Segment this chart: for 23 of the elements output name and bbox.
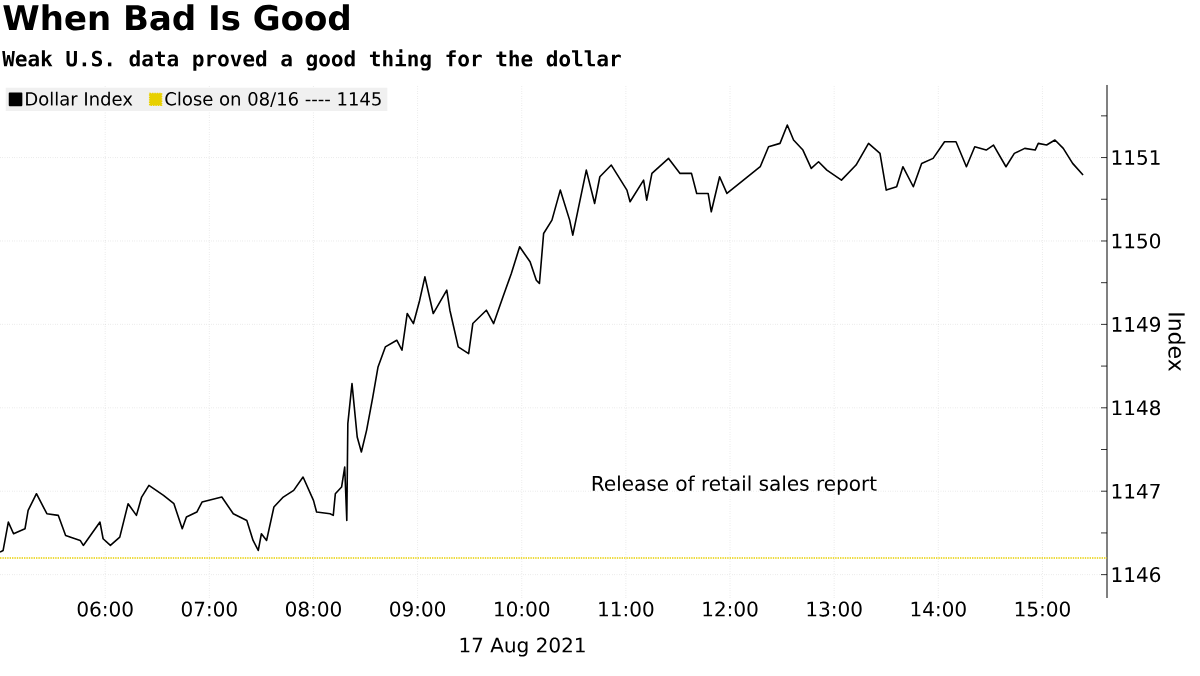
- chart-subtitle: Weak U.S. data proved a good thing for the dollar: [2, 49, 621, 71]
- x-tick-label: 14:00: [911, 601, 966, 617]
- y-tick-label: 1146: [1112, 567, 1161, 583]
- x-tick-label: 09:00: [390, 601, 446, 617]
- x-axis-title: 17 Aug 2021: [460, 637, 585, 657]
- y-tick-label: 1149: [1112, 316, 1161, 332]
- x-tick-label: 15:00: [1015, 601, 1070, 617]
- x-tick-label: 11:00: [599, 601, 654, 617]
- x-tick-label: 13:00: [807, 601, 862, 617]
- x-tick-label: 08:00: [285, 601, 341, 617]
- y-tick-label: 1151: [1112, 150, 1160, 165]
- chart-title: When Bad Is Good: [3, 4, 349, 31]
- x-tick-label: 12:00: [703, 601, 758, 617]
- y-tick-label: 1148: [1112, 400, 1161, 416]
- x-tick-label: 07:00: [181, 601, 237, 617]
- y-tick-label: 1147: [1112, 483, 1160, 499]
- legend-label: Dollar Index: [26, 91, 133, 106]
- y-axis-title: Index: [1168, 313, 1186, 372]
- legend-label: Close on 08/16 ---- 1145: [165, 91, 381, 108]
- y-tick-label: 1150: [1112, 233, 1161, 249]
- annotation: Release of retail sales report: [592, 475, 877, 495]
- x-tick-label: 06:00: [77, 601, 133, 617]
- x-tick-label: 10:00: [495, 601, 550, 617]
